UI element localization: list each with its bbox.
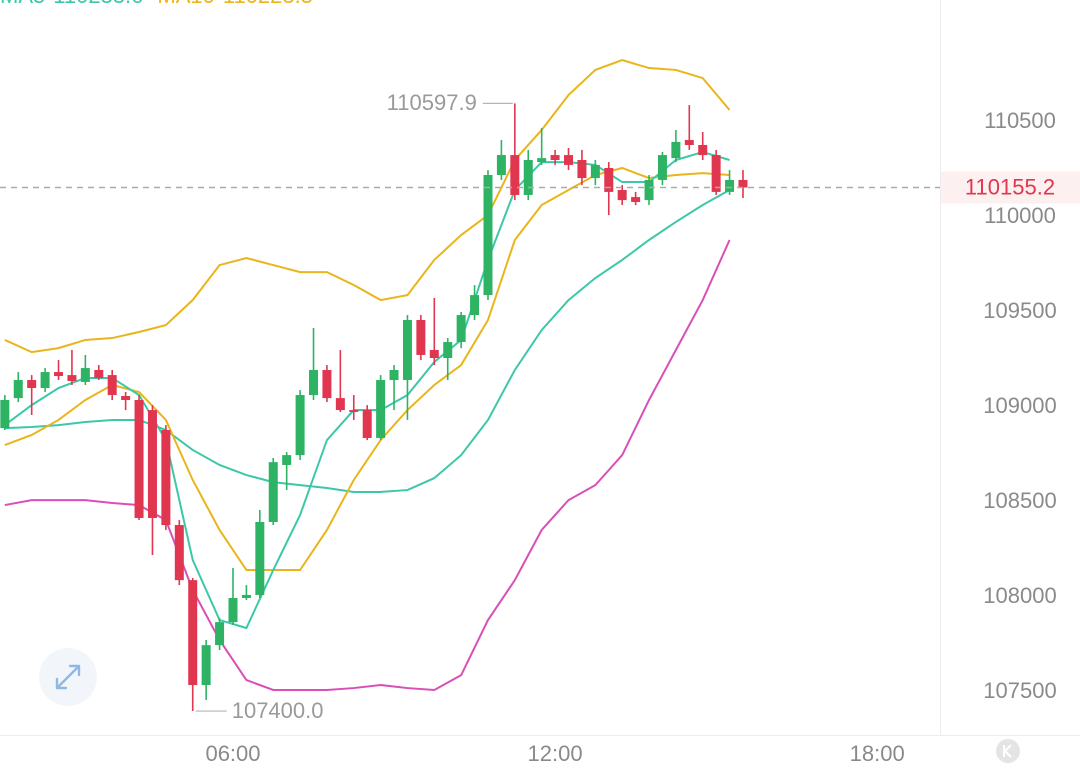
candle-body <box>54 372 64 377</box>
candle-body <box>147 410 157 518</box>
candle-body <box>134 399 144 518</box>
candle-body <box>282 455 292 465</box>
candle-body <box>738 179 748 188</box>
candle-body <box>564 155 574 165</box>
candle-body <box>671 141 681 159</box>
candle-body <box>550 155 560 160</box>
candle-body <box>27 380 37 389</box>
k-logo-icon <box>1003 744 1012 758</box>
candle-body <box>402 319 412 381</box>
candle-body <box>604 167 614 192</box>
k-logo-bg <box>996 739 1020 763</box>
candle-body <box>698 144 708 156</box>
candle-body <box>429 350 439 358</box>
candle-body <box>577 159 587 179</box>
y-tick-label: 108500 <box>983 488 1056 513</box>
y-tick-label: 109000 <box>983 393 1056 418</box>
candle-body <box>309 369 319 396</box>
candle-body <box>470 295 480 316</box>
candle-body <box>711 155 721 192</box>
y-tick-label: 110000 <box>984 203 1056 228</box>
candle-body <box>523 159 533 195</box>
candle-body <box>94 369 104 378</box>
current-price-box <box>941 171 1080 204</box>
indicator-line <box>4 189 731 493</box>
candle-body <box>322 369 332 399</box>
candle-body <box>456 315 466 343</box>
candle-body <box>121 396 131 400</box>
candle-body <box>483 175 493 296</box>
current-price-label: 110155.2 <box>965 174 1055 199</box>
candle-body <box>376 380 386 438</box>
candle-body <box>335 398 345 411</box>
candle-body <box>389 369 399 381</box>
candle-body <box>201 645 211 686</box>
y-tick-label: 109500 <box>983 298 1056 323</box>
candle-body <box>416 319 426 355</box>
candle-body <box>0 399 10 429</box>
x-tick-label: 06:00 <box>205 741 260 766</box>
legend-value: 110223.5 <box>223 0 313 8</box>
candle-body <box>644 179 654 201</box>
y-tick-label: 110500 <box>984 108 1056 133</box>
candle-body <box>295 395 305 456</box>
legend-name: MA10 <box>157 0 214 8</box>
candle-body <box>215 622 225 646</box>
legend-name: MA5 <box>0 0 45 8</box>
candle-body <box>617 190 627 201</box>
legend-value: 110233.6 <box>53 0 143 8</box>
candle-body <box>631 197 641 202</box>
expand-icon[interactable] <box>55 664 81 690</box>
plot-area <box>0 58 748 712</box>
indicator-line <box>4 58 731 354</box>
candle-body <box>496 155 506 176</box>
high-marker-label: 110597.9 <box>387 90 477 115</box>
candle-body <box>349 410 359 412</box>
candle-body <box>161 430 171 526</box>
candle-body <box>188 580 198 686</box>
candle-body <box>40 372 50 389</box>
candle-body <box>255 521 265 595</box>
x-tick-label: 18:00 <box>850 741 905 766</box>
candle-body <box>537 158 547 163</box>
candle-body <box>228 597 238 623</box>
candle-body <box>174 525 184 581</box>
y-tick-label: 107500 <box>983 678 1056 703</box>
k-logo <box>996 739 1020 763</box>
candle-body <box>443 342 453 358</box>
y-tick-label: 108000 <box>983 583 1056 608</box>
candle-body <box>107 375 117 396</box>
candle-body <box>362 410 372 438</box>
candle-body <box>80 368 90 382</box>
candle-body <box>67 375 77 381</box>
candle-body <box>268 462 278 522</box>
expand-button[interactable] <box>39 648 97 706</box>
indicator-line <box>4 239 731 691</box>
candle-body <box>241 594 251 598</box>
candle-body <box>725 179 735 192</box>
candle-body <box>510 155 520 195</box>
x-tick-label: 12:00 <box>528 741 583 766</box>
candle-body <box>590 164 600 179</box>
candle-body <box>657 155 667 180</box>
candle-body <box>684 140 694 145</box>
low-marker-label: 107400.0 <box>232 698 324 723</box>
candle-body <box>13 380 23 399</box>
